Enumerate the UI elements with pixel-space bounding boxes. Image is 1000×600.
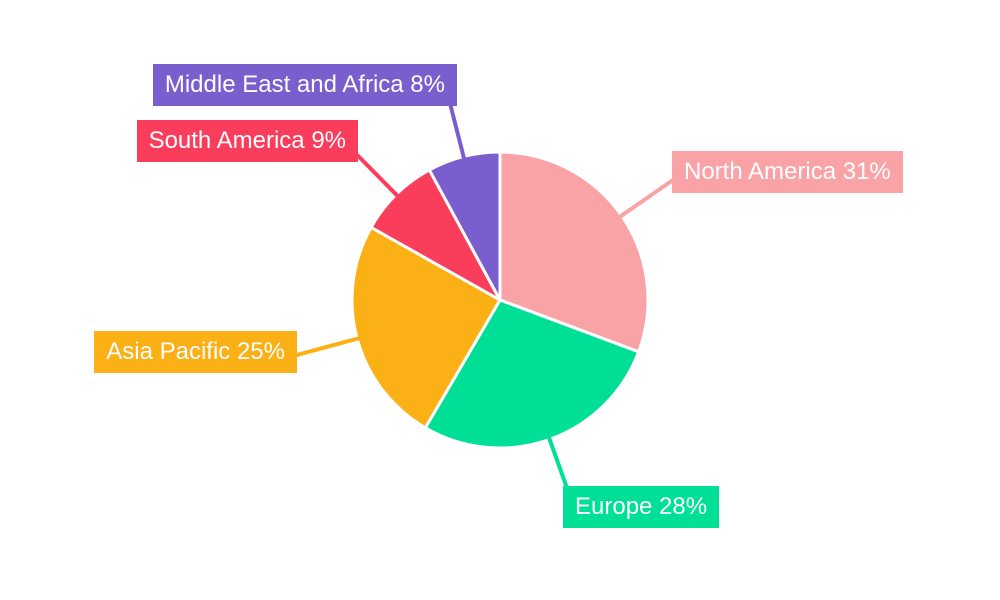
leader-line-asia-pacific bbox=[290, 336, 360, 359]
leader-line-south-america bbox=[351, 148, 399, 198]
pie-label-europe: Europe 28% bbox=[563, 486, 720, 528]
pie-label-south-america: South America 9% bbox=[136, 120, 358, 162]
pie-label-asia-pacific: Asia Pacific 25% bbox=[94, 331, 297, 373]
leader-line-middle-east-and-africa bbox=[446, 97, 466, 159]
pie-label-middle-east-and-africa: Middle East and Africa 8% bbox=[152, 64, 457, 106]
leader-line-north-america bbox=[618, 175, 679, 219]
leader-line-europe bbox=[547, 436, 571, 493]
pie-label-north-america: North America 31% bbox=[672, 151, 903, 193]
